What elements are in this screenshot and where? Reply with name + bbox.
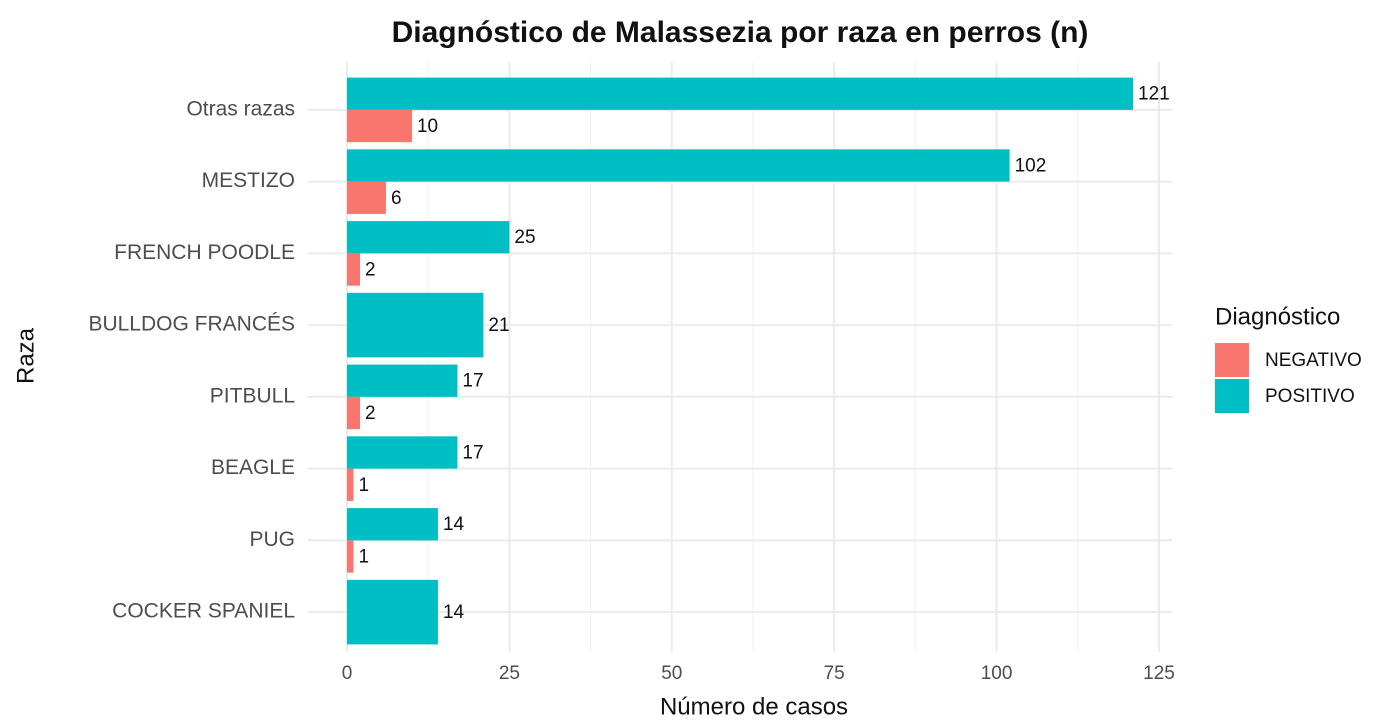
data-label: 1: [358, 547, 369, 568]
bar: [347, 109, 412, 143]
x-axis-label: Número de casos: [660, 693, 848, 720]
data-label: 21: [488, 315, 509, 336]
data-label: 14: [443, 602, 465, 623]
legend-key: [1215, 343, 1249, 377]
data-label: 10: [417, 116, 438, 137]
bar: [347, 253, 360, 286]
x-tick-label: 25: [499, 663, 520, 684]
legend-label: NEGATIVO: [1265, 350, 1362, 371]
bar: [347, 508, 438, 541]
bar: [347, 468, 354, 501]
data-label: 17: [462, 371, 483, 392]
data-label: 17: [462, 442, 483, 463]
x-tick-label: 0: [342, 663, 353, 684]
y-axis-label: Raza: [12, 327, 39, 384]
bar: [347, 292, 484, 358]
y-tick-label: BEAGLE: [211, 456, 295, 479]
y-tick-label: Otras razas: [186, 97, 295, 120]
y-tick-label: MESTIZO: [202, 169, 295, 192]
x-tick-label: 125: [1143, 663, 1175, 684]
bar: [347, 579, 438, 645]
y-tick-label: PITBULL: [210, 384, 295, 407]
bar: [347, 77, 1133, 110]
data-label: 102: [1015, 155, 1047, 176]
bar: [347, 181, 386, 214]
data-label: 2: [365, 260, 376, 281]
y-tick-label: FRENCH POODLE: [114, 241, 295, 264]
legend-key: [1215, 379, 1249, 413]
chart-title: Diagnóstico de Malassezia por raza en pe…: [392, 16, 1089, 49]
bar: [347, 436, 458, 469]
bar: [347, 364, 458, 397]
bar: [347, 149, 1010, 182]
data-label: 1: [358, 475, 369, 496]
data-label: 6: [391, 188, 402, 209]
y-tick-label: COCKER SPANIEL: [112, 600, 295, 623]
legend-label: POSITIVO: [1265, 386, 1355, 407]
data-label: 14: [443, 514, 465, 535]
legend-title: Diagnóstico: [1215, 303, 1340, 330]
bar: [347, 221, 510, 254]
data-label: 2: [365, 403, 376, 424]
bar: [347, 396, 360, 430]
x-tick-label: 75: [824, 663, 845, 684]
data-label: 25: [514, 227, 535, 248]
bar: [347, 540, 354, 573]
x-tick-label: 100: [981, 663, 1013, 684]
data-label: 121: [1138, 84, 1170, 105]
y-tick-label: PUG: [249, 528, 295, 551]
x-tick-label: 50: [661, 663, 682, 684]
y-tick-label: BULLDOG FRANCÉS: [88, 313, 295, 336]
